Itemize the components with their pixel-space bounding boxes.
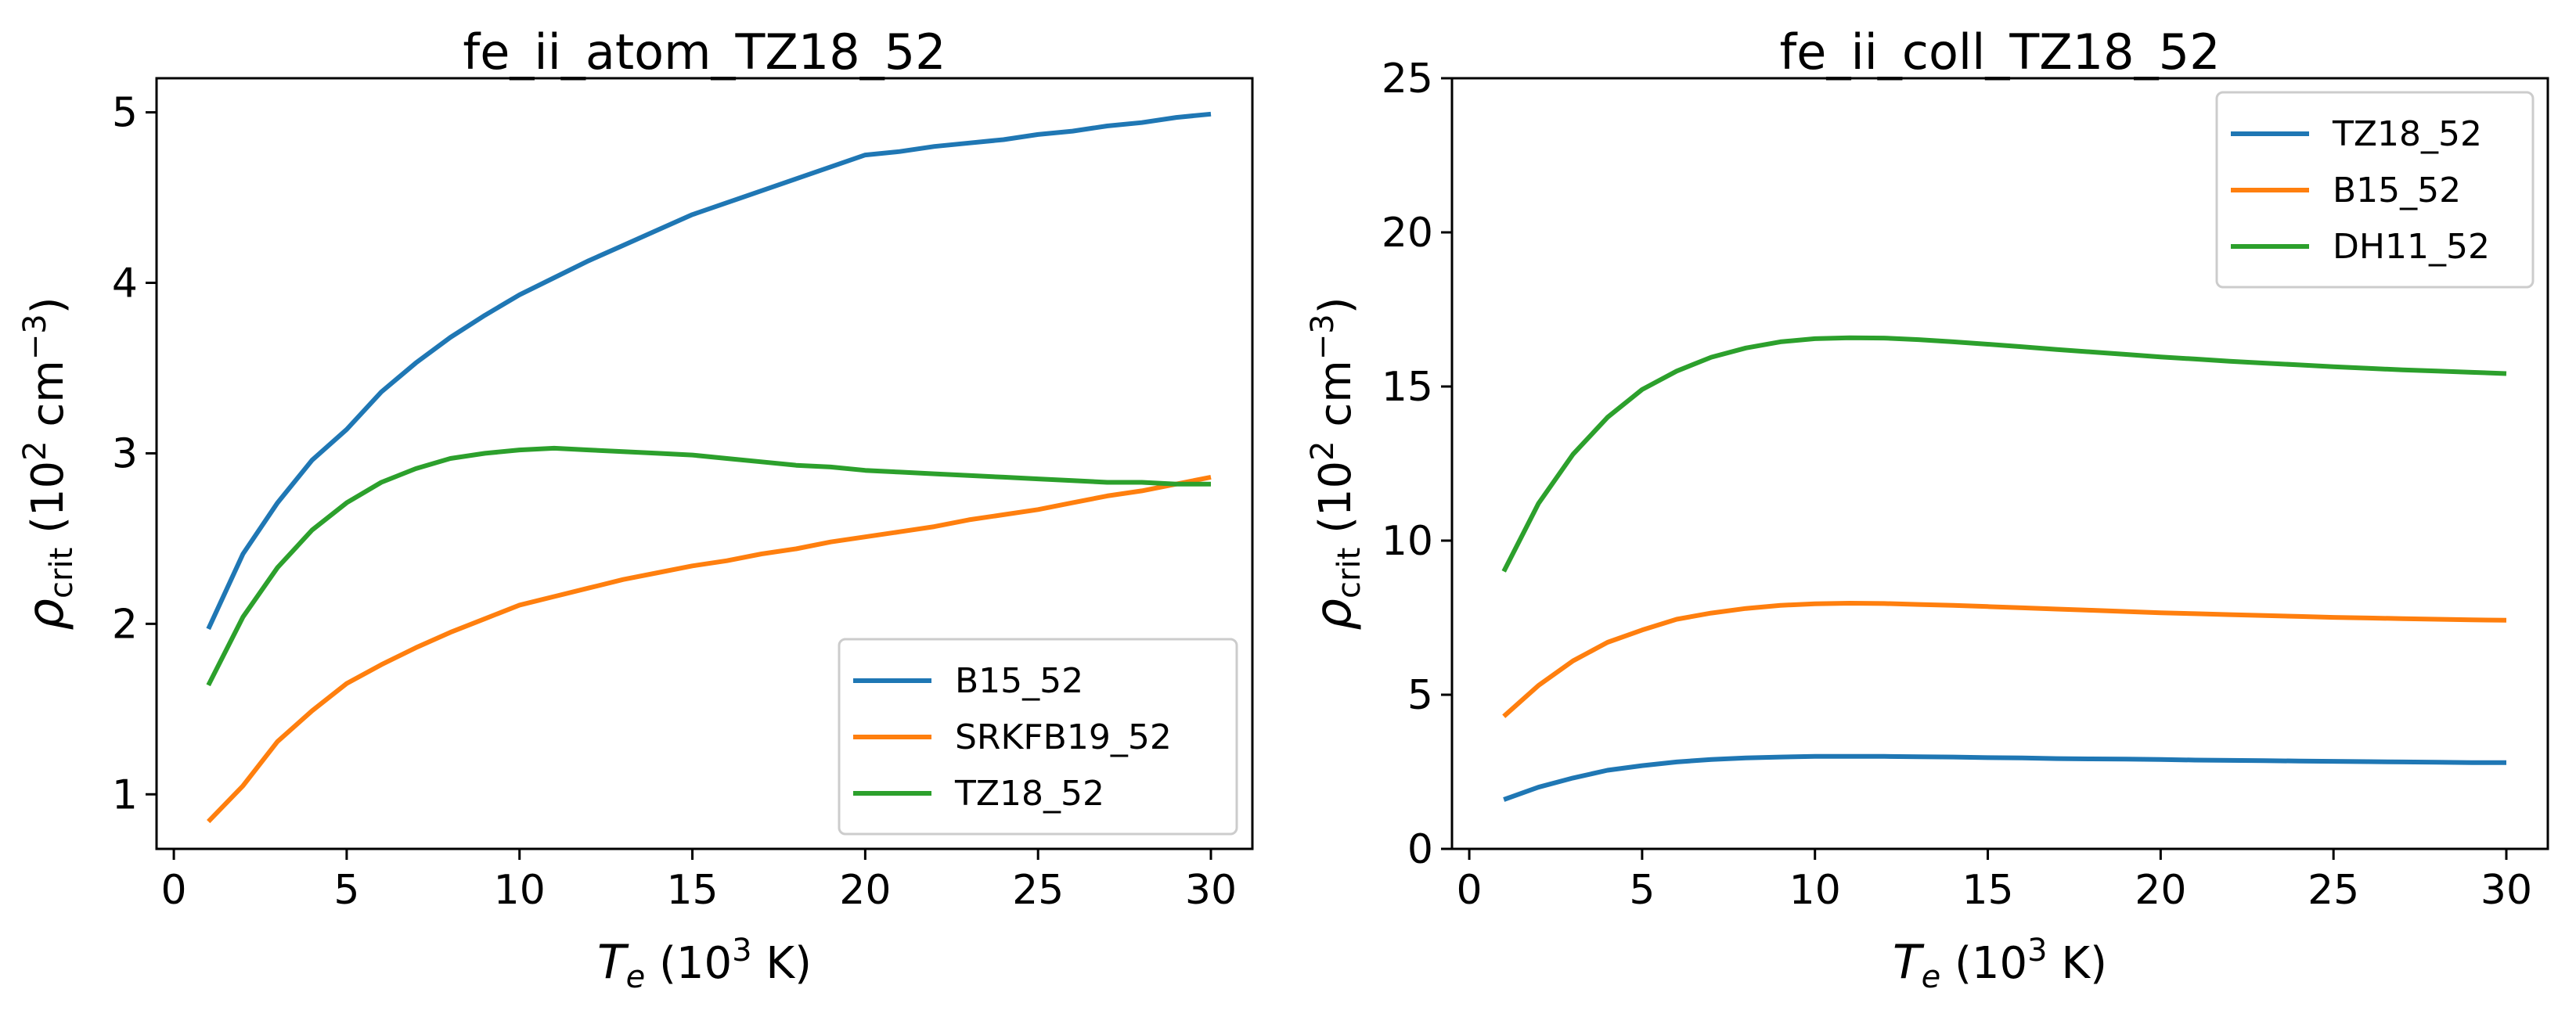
series-line-tz18_52	[206, 445, 1211, 687]
x-tick-label: 10	[1789, 867, 1841, 914]
y-tick-label: 0	[1407, 826, 1433, 873]
chart-panel-2: fe_ii_coll_TZ18_52 0 5 10 15 20 25 30 0 5 10 15 20 25…	[1305, 23, 2549, 995]
chart-title: fe_ii_coll_TZ18_52	[1779, 23, 2220, 81]
series-group	[1501, 335, 2507, 802]
x-tick-label: 15	[666, 867, 718, 914]
y-tick-label: 20	[1382, 210, 1433, 257]
series-line-b15_52	[206, 111, 1212, 631]
x-tick-label: 10	[494, 867, 546, 914]
legend-label: SRKFB19_52	[955, 717, 1172, 757]
x-tick-label: 15	[1962, 867, 2013, 914]
y-tick-label: 25	[1382, 56, 1433, 102]
axes-frame	[155, 77, 1254, 850]
x-tick-label: 30	[1185, 867, 1237, 914]
legend-box	[2215, 91, 2535, 289]
y-tick-label: 3	[112, 430, 138, 477]
legend: B15_52 SRKFB19_52 TZ18_52	[838, 638, 1238, 836]
legend-label: TZ18_52	[954, 774, 1104, 814]
x-tick-label: 25	[1012, 867, 1064, 914]
y-tick-label: 2	[112, 601, 138, 648]
series-group	[206, 111, 1212, 824]
x-tick-label: 30	[2481, 867, 2532, 914]
axes-frame	[1450, 77, 2549, 850]
x-tick-label: 0	[161, 867, 187, 914]
y-axis-label: ρcrit (102 cm−3)	[17, 297, 80, 630]
series-line-b15_52	[1502, 601, 2507, 718]
x-tick-label: 5	[1629, 867, 1655, 914]
y-tick-label: 5	[112, 90, 138, 137]
legend-label: B15_52	[2333, 171, 2461, 210]
y-tick-label: 4	[112, 261, 138, 307]
series-line-dh11_52	[1501, 335, 2507, 573]
y-tick-label: 10	[1382, 518, 1433, 565]
series-line-srkfb19_52	[207, 474, 1212, 824]
legend-box	[838, 638, 1238, 836]
x-tick-label: 0	[1457, 867, 1483, 914]
y-tick-label: 5	[1407, 672, 1433, 719]
x-axis-label: Te (103 K)	[597, 933, 812, 995]
x-tick-label: 20	[2135, 867, 2186, 914]
legend-label: B15_52	[955, 661, 1083, 701]
x-tick-label: 20	[839, 867, 891, 914]
legend: TZ18_52 B15_52 DH11_52	[2215, 91, 2535, 289]
chart-title: fe_ii_atom_TZ18_52	[463, 23, 946, 81]
legend-label: TZ18_52	[2332, 114, 2482, 154]
y-tick-label: 15	[1382, 364, 1433, 411]
y-axis-label: ρcrit (102 cm−3)	[1305, 297, 1367, 630]
legend-label: DH11_52	[2333, 227, 2490, 267]
chart-panel-1: fe_ii_atom_TZ18_52 0 5 10 15 20 25 30 1 2 3 4 5 Te (1…	[17, 23, 1254, 995]
x-axis-label: Te (103 K)	[1893, 933, 2107, 995]
series-line-tz18_52	[1503, 753, 2506, 802]
y-tick-label: 1	[112, 771, 138, 818]
x-tick-label: 25	[2308, 867, 2359, 914]
x-tick-label: 5	[333, 867, 359, 914]
